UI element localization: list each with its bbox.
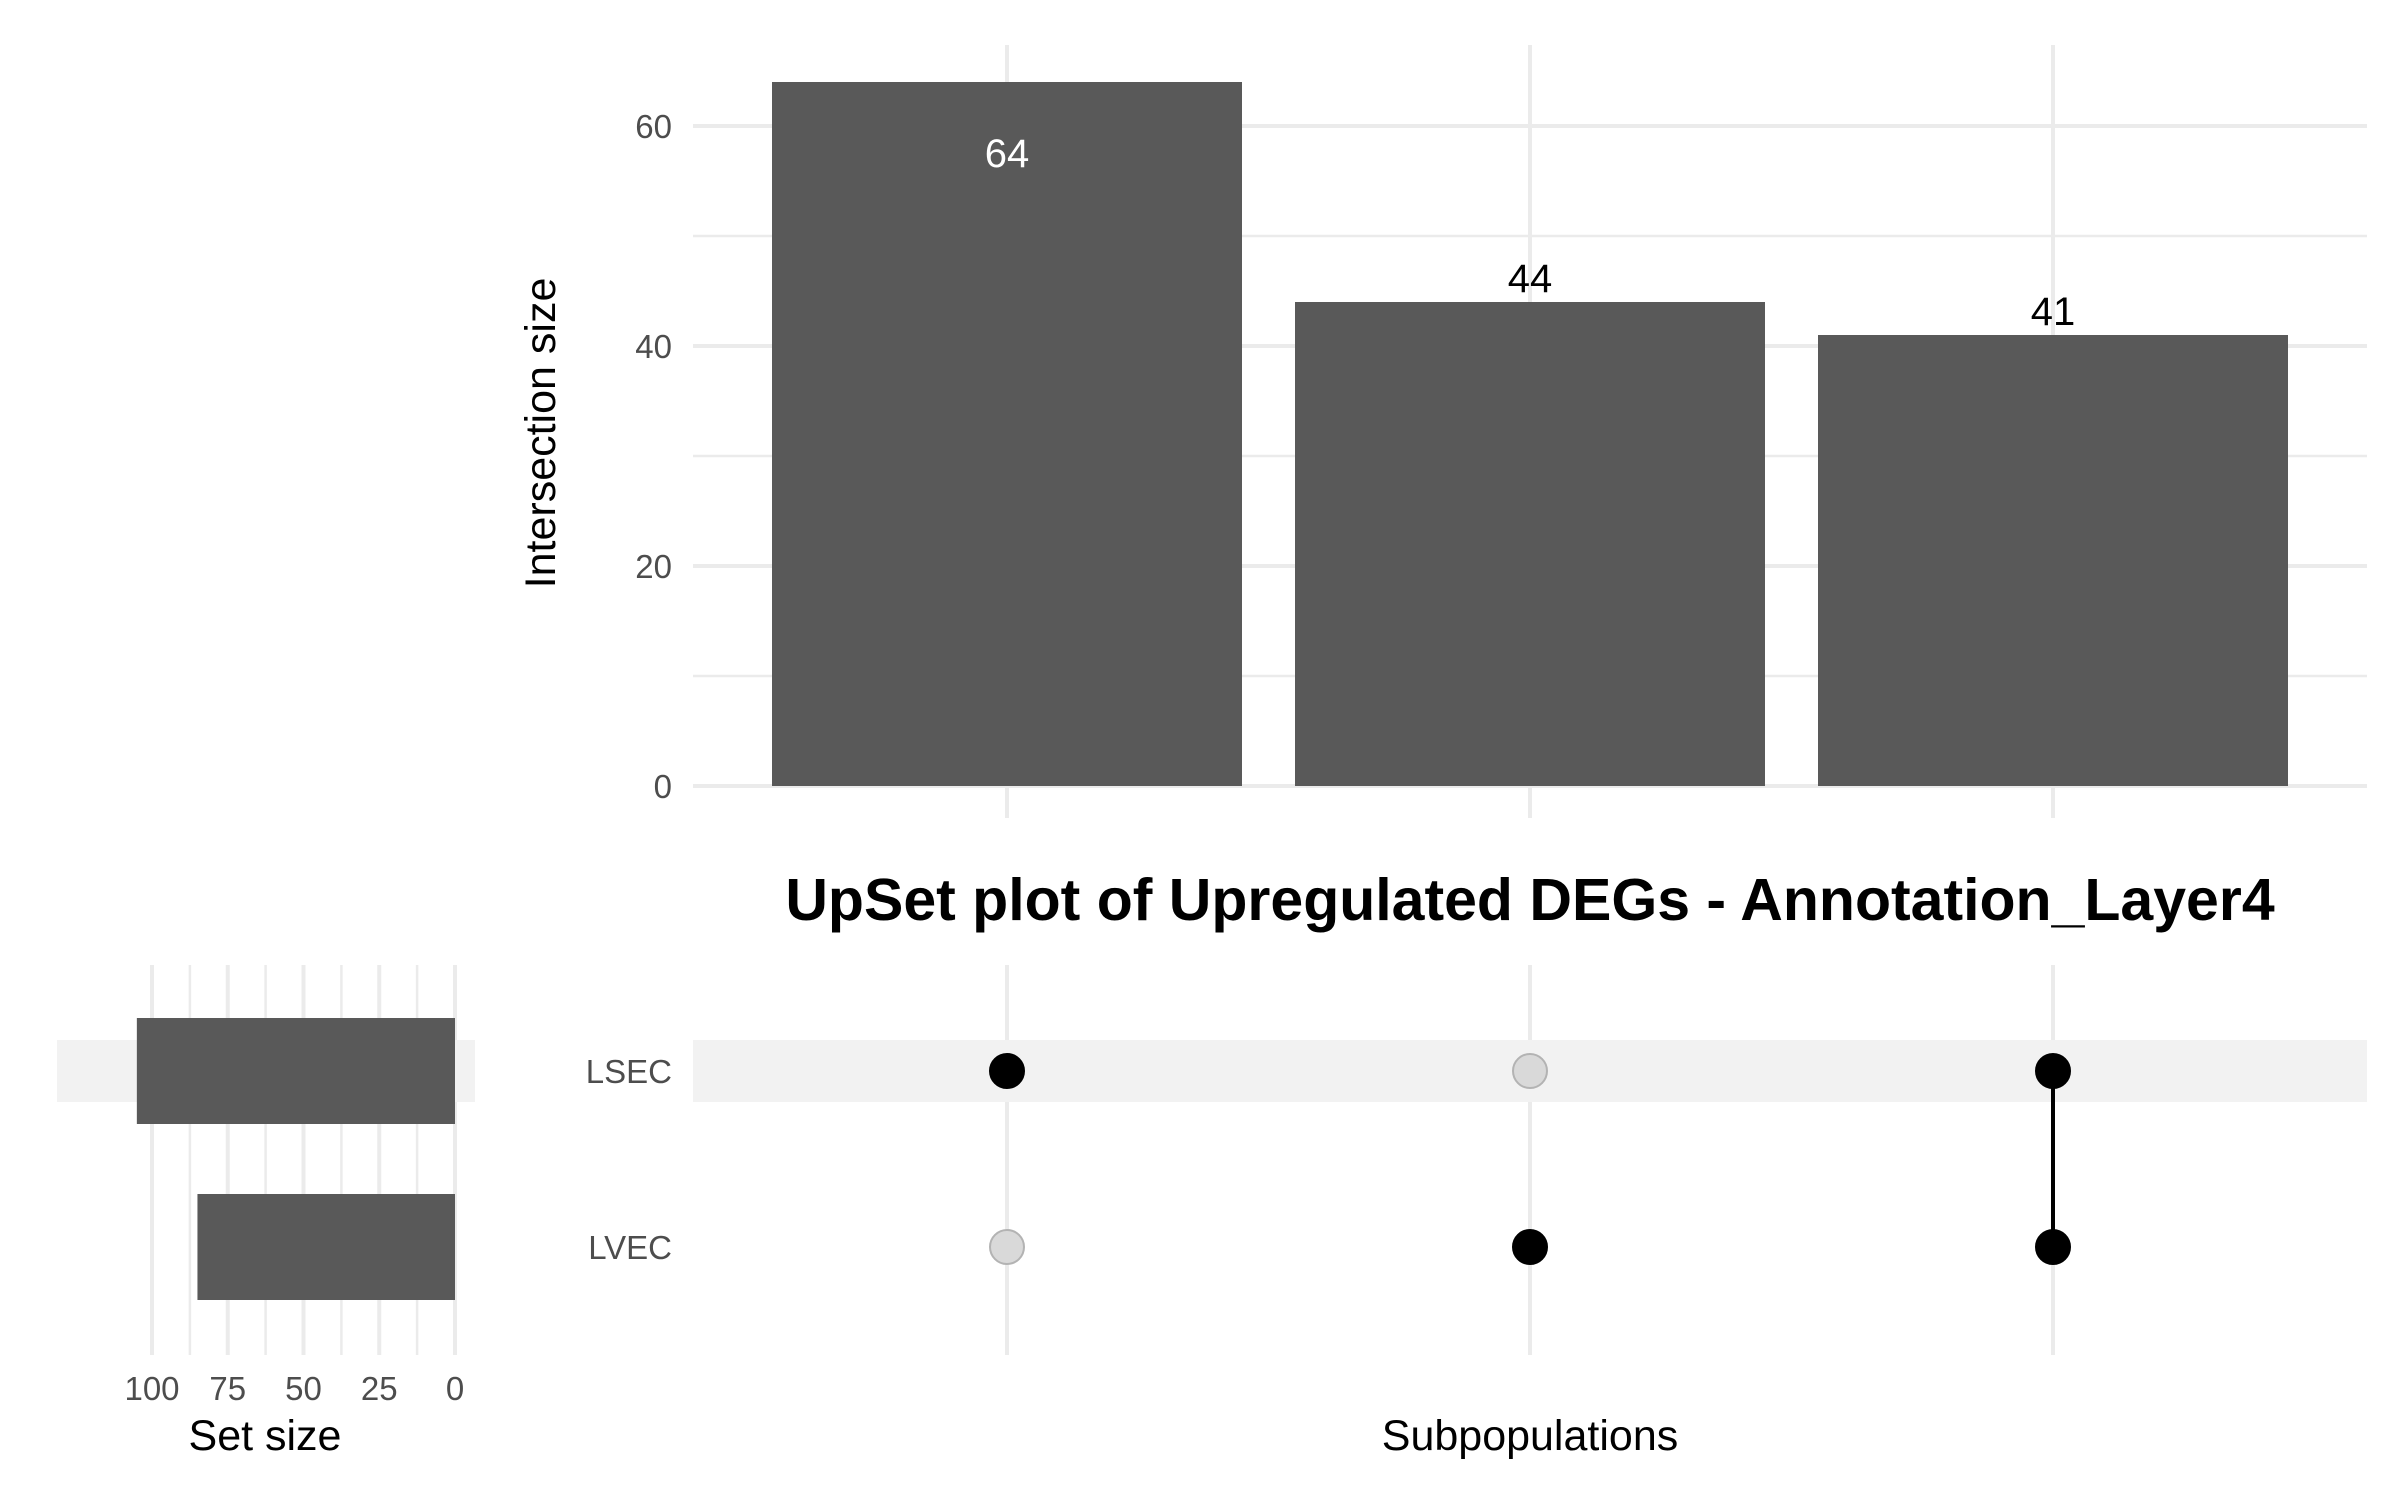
membership-dot-active	[2035, 1229, 2071, 1265]
bar-value-label: 41	[2031, 290, 2076, 334]
y-tick-label: 0	[654, 768, 672, 805]
y-tick-label: 40	[635, 328, 672, 365]
bar-value-label: 44	[1508, 257, 1553, 301]
set-label: LSEC	[586, 1053, 672, 1090]
y-tick-label: 60	[635, 108, 672, 145]
set-tick-label: 50	[285, 1370, 322, 1407]
membership-matrix	[989, 1053, 2071, 1265]
y-axis-title: Intersection size	[517, 278, 565, 589]
membership-dot-active	[989, 1053, 1025, 1089]
membership-dot-inactive	[989, 1229, 1025, 1265]
intersection-bar	[772, 82, 1242, 786]
membership-dot-active	[2035, 1053, 2071, 1089]
set-size-bars	[136, 1018, 455, 1300]
intersection-bar	[1295, 302, 1765, 786]
set-tick-label: 100	[124, 1370, 179, 1407]
set-tick-label: 25	[361, 1370, 398, 1407]
bar-value-label: 64	[985, 132, 1030, 176]
set-tick-label: 75	[209, 1370, 246, 1407]
set-size-bar	[136, 1018, 455, 1124]
intersection-bars	[772, 82, 2288, 786]
set-size-axis-title: Set size	[189, 1412, 342, 1460]
intersection-bar	[1818, 335, 2288, 786]
set-tick-label: 0	[446, 1370, 464, 1407]
chart-title: UpSet plot of Upregulated DEGs - Annotat…	[785, 867, 2275, 933]
membership-dot-active	[1512, 1229, 1548, 1265]
chart-text: 0 20 40 60 64 44 41 LSEC LVEC 0 25 50 75 100	[124, 108, 2075, 1407]
y-tick-label: 20	[635, 548, 672, 585]
x-axis-title: Subpopulations	[1382, 1412, 1678, 1460]
set-label: LVEC	[588, 1229, 672, 1266]
membership-dot-inactive	[1512, 1053, 1548, 1089]
set-size-bar	[197, 1194, 455, 1300]
